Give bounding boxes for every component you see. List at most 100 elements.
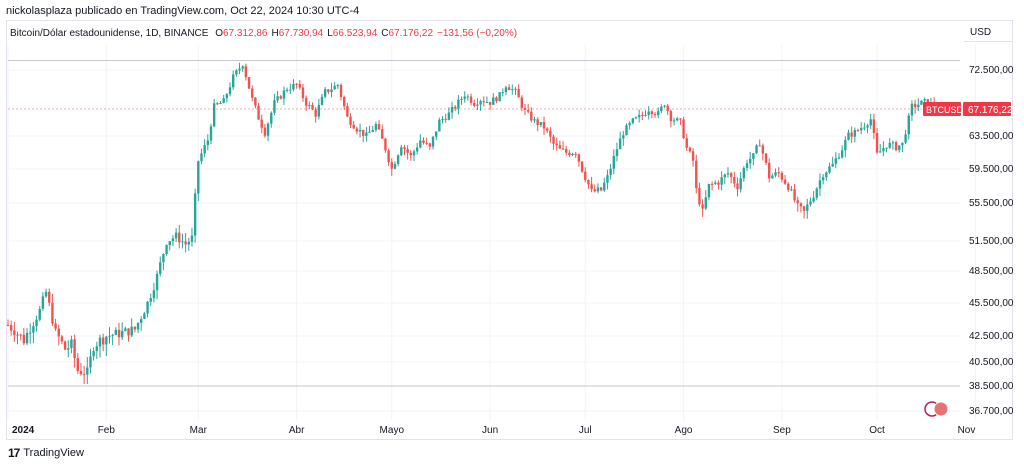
candle [289,89,292,91]
candle [152,290,156,299]
candle [320,96,324,105]
candle [923,99,926,101]
candle [736,183,739,190]
candle [279,96,282,99]
candle [644,115,647,117]
candle [650,111,654,115]
candle [273,100,276,113]
candle [212,103,216,127]
candle [847,132,850,140]
candle [473,102,476,106]
candle [431,136,435,147]
candle [197,161,200,194]
candle [444,118,447,120]
candle [466,96,470,98]
candle [872,119,876,133]
candle [768,162,771,179]
candle [894,142,898,151]
candle [146,301,149,314]
candle [533,119,536,121]
candle [615,149,619,157]
candle [51,302,54,324]
symbol-legend: Bitcoin/Dólar estadounidense, 1D, BINANC… [10,28,517,39]
candle [704,197,707,209]
candle [856,130,860,132]
event-flag-icon [933,401,949,417]
candle [599,187,603,191]
candle [495,97,498,102]
candle [330,89,333,92]
candle [16,334,19,336]
candle [38,308,41,320]
candle [729,173,733,177]
x-tick-label: Sep [773,425,791,436]
candle [574,153,577,155]
candle [76,358,79,371]
candle [358,129,362,132]
candle [409,152,413,156]
candle [238,68,241,71]
candle [920,100,923,105]
candle [111,335,114,337]
candle [225,94,229,99]
candle [771,175,774,179]
candle [720,177,723,185]
y-tick-label: 59.500,00 [969,164,1014,175]
candle [114,329,118,336]
candle [783,179,787,184]
candle [577,154,581,162]
candle [41,296,45,309]
ohlc-label: C [381,28,389,39]
candle [742,168,746,179]
candle [663,105,666,107]
candle [393,164,397,169]
candle [561,148,565,150]
x-tick-label: Feb [98,425,116,436]
candle [190,235,194,242]
candle [511,89,514,91]
candle [637,114,641,118]
candle [701,204,704,209]
candle [298,84,301,88]
candle [695,160,698,189]
candle [492,97,495,105]
candle [809,201,812,205]
candle [710,183,714,185]
candle [888,142,891,148]
candle [666,105,669,112]
candle [622,135,625,139]
candle [425,142,428,144]
candle [568,152,571,156]
candle [285,89,289,91]
candle [647,111,650,116]
y-tick-label: 38.500,00 [969,381,1014,392]
x-tick-label: 2024 [12,425,35,436]
candle [555,143,558,146]
candle [815,188,818,198]
candle [165,245,168,255]
candle [840,150,844,158]
candle [292,83,295,90]
candle [276,96,279,101]
candle [628,122,631,126]
candle [469,96,473,103]
candle [216,103,219,105]
candle [270,112,273,124]
candle [390,162,393,169]
candle [406,149,409,153]
ohlc-item: H67.730,94 [268,28,324,39]
candle [162,254,165,263]
candle [441,118,444,120]
candle [799,203,803,207]
candle [787,183,790,190]
candle [149,298,152,302]
candle [891,142,895,144]
candle [454,107,457,109]
y-tick-label: 63.500,00 [969,131,1014,142]
candle [698,188,701,205]
candle [748,158,752,164]
candle [549,130,552,137]
candle [850,132,853,137]
currency-selector[interactable]: USD [964,24,1012,42]
